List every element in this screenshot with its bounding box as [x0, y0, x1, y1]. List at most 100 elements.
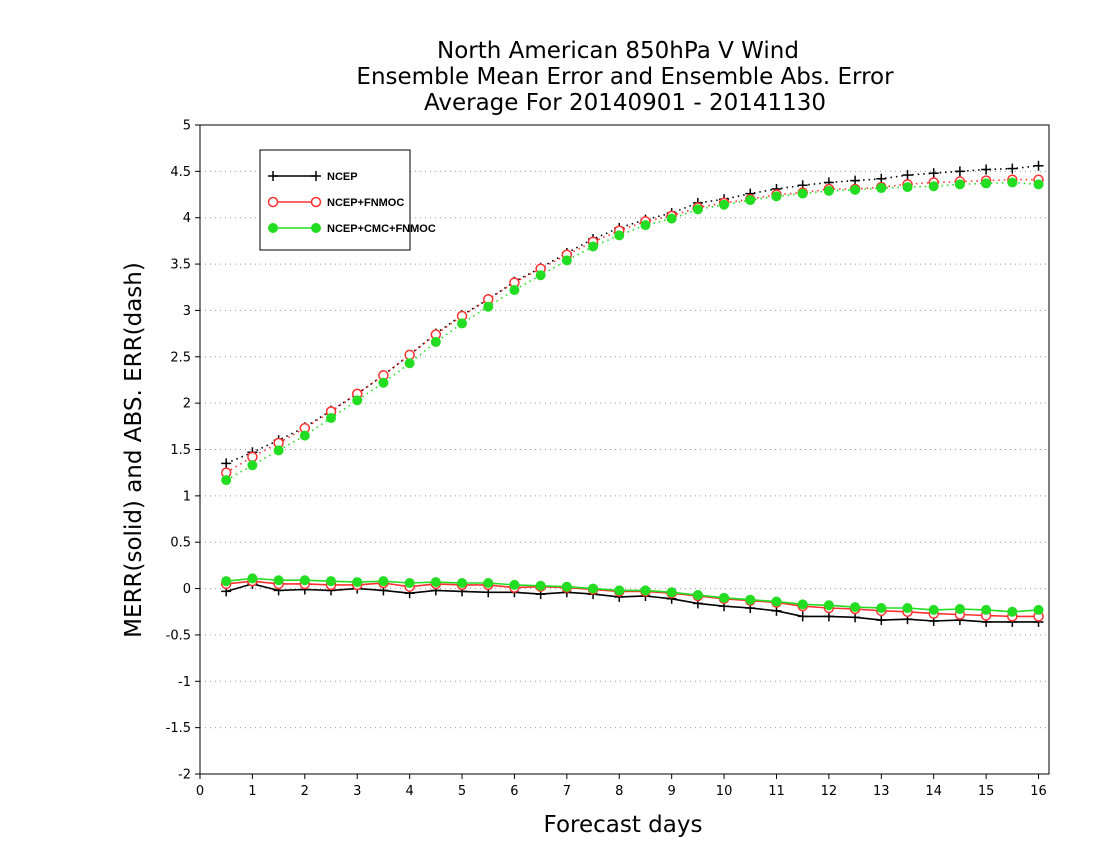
point-ncep-cmc-fnmoc-abs-err-17	[666, 213, 677, 224]
point-ncep-cmc-fnmoc-mean-err-0	[221, 576, 232, 587]
point-ncep-cmc-fnmoc-abs-err-18	[692, 204, 703, 215]
point-ncep-cmc-fnmoc-abs-err-27	[928, 181, 939, 192]
legend-label-ncep-fnmoc: NCEP+FNMOC	[327, 197, 404, 209]
point-ncep-cmc-fnmoc-abs-err-24	[850, 184, 861, 195]
point-ncep-cmc-fnmoc-mean-err-9	[457, 578, 468, 589]
point-ncep-abs-err-28	[954, 166, 965, 177]
y-tick-label-11: 3.5	[170, 258, 191, 273]
y-tick-label-1: -1.5	[166, 721, 191, 736]
point-ncep-cmc-fnmoc-abs-err-20	[745, 195, 756, 206]
point-ncep-cmc-fnmoc-mean-err-3	[299, 575, 310, 586]
point-ncep-cmc-fnmoc-mean-err-22	[797, 599, 808, 610]
y-tick-label-3: -0.5	[166, 628, 191, 643]
series-line-ncep-fnmoc-mean-err	[226, 580, 1039, 618]
y-tick-label-7: 1.5	[170, 443, 191, 458]
point-ncep-cmc-fnmoc-mean-err-17	[666, 587, 677, 598]
y-tick-label-13: 4.5	[170, 165, 191, 180]
series	[220, 160, 1044, 627]
x-tick-label-7: 7	[563, 784, 571, 799]
point-ncep-cmc-fnmoc-mean-err-15	[614, 585, 625, 596]
point-ncep-cmc-fnmoc-abs-err-12	[535, 270, 546, 281]
point-ncep-cmc-fnmoc-abs-err-2	[273, 445, 284, 456]
point-ncep-cmc-fnmoc-mean-err-14	[588, 583, 599, 594]
point-ncep-cmc-fnmoc-abs-err-26	[902, 182, 913, 193]
point-ncep-cmc-fnmoc-mean-err-2	[273, 575, 284, 586]
legend-item-ncep-cmc-fnmoc: NCEP+CMC+FNMOC	[268, 223, 436, 235]
point-ncep-cmc-fnmoc-abs-err-8	[430, 336, 441, 347]
point-ncep-cmc-fnmoc-mean-err-12	[535, 580, 546, 591]
legend-box	[259, 149, 411, 251]
point-ncep-cmc-fnmoc-mean-err-31	[1033, 604, 1044, 615]
title-line-3: Average For 20140901 - 20141130	[424, 90, 826, 116]
point-ncep-mean-err-22	[797, 611, 808, 622]
point-ncep-cmc-fnmoc-mean-err-1	[247, 573, 258, 584]
legend-marker-start-ncep-cmc-fnmoc	[268, 223, 278, 233]
title-line-1: North American 850hPa V Wind	[437, 38, 799, 64]
chart-title: North American 850hPa V Wind Ensemble Me…	[356, 38, 894, 116]
point-ncep-cmc-fnmoc-abs-err-16	[640, 220, 651, 231]
point-ncep-cmc-fnmoc-mean-err-29	[981, 604, 992, 615]
legend-label-ncep: NCEP	[327, 171, 358, 183]
point-ncep-mean-err-25	[876, 615, 887, 626]
legend-marker-end-ncep-cmc-fnmoc	[311, 223, 321, 233]
point-ncep-cmc-fnmoc-abs-err-19	[719, 199, 730, 210]
x-tick-label-0: 0	[196, 784, 204, 799]
point-ncep-cmc-fnmoc-abs-err-22	[797, 188, 808, 199]
y-axis-label: MERR(solid) and ABS. ERR(dash)	[121, 262, 147, 638]
y-tick-label-9: 2.5	[170, 350, 191, 365]
point-ncep-abs-err-27	[928, 168, 939, 179]
legend-marker-start-ncep-fnmoc	[267, 196, 279, 208]
x-tick-label-6: 6	[510, 784, 518, 799]
point-ncep-cmc-fnmoc-abs-err-15	[614, 230, 625, 241]
point-ncep-cmc-fnmoc-abs-err-31	[1033, 179, 1044, 190]
point-ncep-cmc-fnmoc-abs-err-9	[457, 318, 468, 329]
legend-marker-start-ncep	[268, 171, 278, 181]
point-ncep-cmc-fnmoc-abs-err-29	[981, 178, 992, 189]
legend: NCEP NCEP+FNMOC NCEP+CMC+FNMOC	[259, 149, 436, 251]
x-tick-label-8: 8	[615, 784, 623, 799]
series-line-ncep-cmc-fnmoc-mean-err	[226, 577, 1039, 613]
point-ncep-cmc-fnmoc-mean-err-27	[928, 604, 939, 615]
point-ncep-cmc-fnmoc-mean-err-26	[902, 603, 913, 614]
point-ncep-cmc-fnmoc-abs-err-21	[771, 191, 782, 202]
x-tick-label-5: 5	[458, 784, 466, 799]
point-ncep-cmc-fnmoc-mean-err-7	[404, 578, 415, 589]
point-ncep-cmc-fnmoc-mean-err-10	[483, 578, 494, 589]
point-ncep-cmc-fnmoc-abs-err-10	[483, 301, 494, 312]
point-ncep-cmc-fnmoc-mean-err-25	[876, 603, 887, 614]
point-ncep-cmc-fnmoc-abs-err-7	[404, 358, 415, 369]
point-ncep-cmc-fnmoc-mean-err-8	[430, 577, 441, 588]
point-ncep-cmc-fnmoc-abs-err-4	[326, 412, 337, 423]
x-axis-label: Forecast days	[544, 812, 703, 838]
point-ncep-cmc-fnmoc-abs-err-1	[247, 460, 258, 471]
x-tick-label-15: 15	[978, 784, 995, 799]
x-tick-label-4: 4	[405, 784, 413, 799]
point-ncep-abs-err-30	[1007, 163, 1018, 174]
x-tick-label-9: 9	[668, 784, 676, 799]
point-ncep-abs-err-26	[902, 170, 913, 181]
legend-label-ncep-cmc-fnmoc: NCEP+CMC+FNMOC	[327, 223, 436, 235]
x-tick-label-2: 2	[301, 784, 309, 799]
y-tick-label-2: -1	[178, 675, 191, 690]
title-line-2: Ensemble Mean Error and Ensemble Abs. Er…	[356, 64, 894, 90]
legend-item-ncep-fnmoc: NCEP+FNMOC	[267, 196, 404, 209]
x-axis-ticks: 0 1 2 3 4 5 6 7 8 9 10 11 12 13 14 15 16	[196, 774, 1047, 799]
x-tick-label-10: 10	[716, 784, 733, 799]
point-ncep-cmc-fnmoc-mean-err-13	[561, 581, 572, 592]
y-tick-label-10: 3	[183, 304, 191, 319]
gridlines	[200, 170, 1049, 729]
x-tick-label-14: 14	[925, 784, 942, 799]
point-ncep-cmc-fnmoc-mean-err-18	[692, 590, 703, 601]
y-tick-label-14: 5	[183, 119, 191, 134]
x-tick-label-13: 13	[873, 784, 890, 799]
point-ncep-cmc-fnmoc-mean-err-6	[378, 576, 389, 587]
y-axis-ticks: -2 -1.5 -1 -0.5 0 0.5 1 1.5 2 2.5 3 3.5 4 4.5 5	[166, 119, 200, 783]
x-tick-label-11: 11	[768, 784, 785, 799]
point-ncep-cmc-fnmoc-mean-err-11	[509, 579, 520, 590]
point-ncep-cmc-fnmoc-abs-err-5	[352, 395, 363, 406]
point-ncep-fnmoc-abs-err-7	[404, 349, 415, 361]
x-tick-label-12: 12	[821, 784, 838, 799]
point-ncep-fnmoc-abs-err-1	[247, 451, 258, 463]
y-tick-label-5: 0.5	[170, 536, 191, 551]
